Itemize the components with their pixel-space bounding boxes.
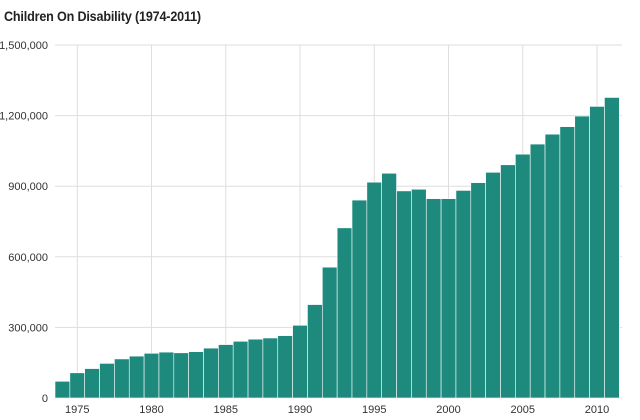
bar bbox=[262, 337, 279, 399]
bars bbox=[54, 97, 620, 399]
y-tick-label: 600,000 bbox=[8, 252, 48, 264]
y-axis-ticks: 0 300,000 600,000 900,000 1,200,000 1,500,000 bbox=[0, 40, 48, 405]
x-axis-ticks: 1975 1980 1985 1990 1995 2000 2005 2010 bbox=[65, 404, 609, 416]
bar bbox=[203, 347, 219, 399]
bar bbox=[500, 164, 516, 399]
bar bbox=[143, 352, 160, 399]
x-tick-label: 1985 bbox=[214, 404, 238, 416]
bar bbox=[425, 198, 442, 399]
bar bbox=[128, 355, 145, 399]
bar bbox=[366, 181, 383, 399]
bar bbox=[529, 143, 546, 399]
y-tick-label: 0 bbox=[42, 393, 48, 405]
bar bbox=[589, 106, 605, 399]
bar bbox=[515, 153, 531, 399]
bar bbox=[158, 351, 175, 399]
bar bbox=[247, 338, 264, 399]
x-tick-label: 1990 bbox=[288, 404, 312, 416]
x-tick-label: 2000 bbox=[436, 404, 460, 416]
bar bbox=[559, 126, 576, 399]
bar bbox=[455, 190, 472, 399]
bar bbox=[54, 380, 71, 399]
bar bbox=[99, 363, 115, 399]
y-tick-label: 1,200,000 bbox=[0, 111, 48, 123]
bar bbox=[351, 199, 368, 399]
x-tick-label: 1980 bbox=[139, 404, 163, 416]
bar bbox=[574, 115, 590, 399]
bar bbox=[321, 266, 338, 399]
y-tick-label: 1,500,000 bbox=[0, 40, 48, 52]
bar bbox=[396, 190, 412, 399]
bar bbox=[232, 340, 249, 399]
bar bbox=[381, 172, 397, 399]
bar bbox=[440, 198, 457, 399]
bar bbox=[69, 372, 85, 399]
y-tick-label: 900,000 bbox=[8, 181, 48, 193]
bar bbox=[307, 304, 323, 399]
x-tick-label: 2005 bbox=[511, 404, 535, 416]
bar bbox=[188, 351, 204, 399]
bar bbox=[604, 97, 620, 399]
bar bbox=[84, 368, 100, 399]
bar bbox=[277, 335, 293, 399]
bar bbox=[544, 133, 561, 399]
bar bbox=[114, 358, 130, 399]
bar bbox=[485, 172, 501, 399]
bar bbox=[470, 182, 486, 399]
x-tick-label: 2010 bbox=[585, 404, 609, 416]
bar bbox=[292, 324, 308, 399]
y-tick-label: 300,000 bbox=[8, 322, 48, 334]
x-tick-label: 1995 bbox=[362, 404, 386, 416]
x-tick-label: 1975 bbox=[65, 404, 89, 416]
chart-title: Children On Disability (1974-2011) bbox=[4, 8, 201, 24]
bar bbox=[218, 344, 234, 399]
bar bbox=[173, 352, 189, 399]
bar bbox=[336, 227, 353, 399]
bar bbox=[411, 188, 427, 399]
